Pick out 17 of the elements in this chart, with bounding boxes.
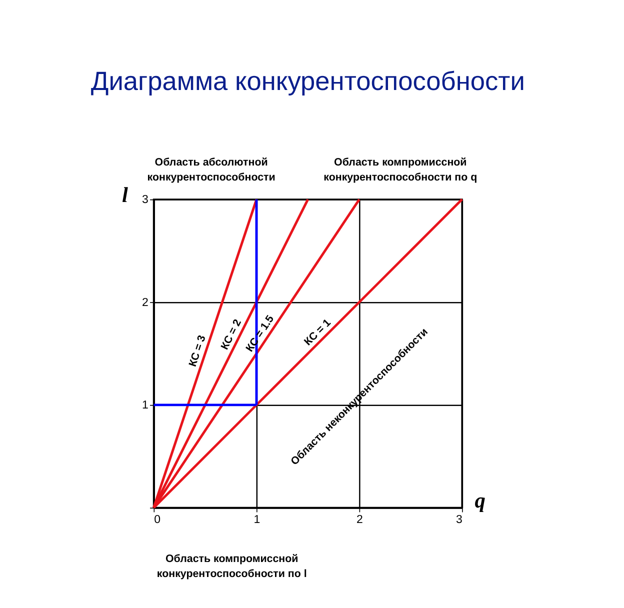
y-axis-title: l (122, 182, 128, 207)
text: Область компромиссной конкурентоспособности по q (324, 156, 478, 184)
text: Область абсолютной конкурентоспособности (147, 156, 276, 184)
y-tick-label: 1 (142, 400, 148, 412)
y-tick-label: 3 (142, 194, 148, 206)
text: Область компромиссной конкурентоспособности по l (156, 552, 307, 580)
chart-title: Диаграмма конкурентоспособности (90, 66, 525, 96)
text: КС = 1.5 (244, 313, 277, 354)
x-tick-label: 3 (456, 514, 462, 526)
x-tick-label: 2 (356, 514, 363, 526)
y-tick-label: 2 (142, 296, 148, 309)
text: КС = 1 (302, 316, 334, 348)
x-axis-title: q (474, 488, 486, 513)
text: КС = 2 (218, 317, 244, 352)
x-tick-label: 1 (254, 514, 260, 526)
x-tick-label: 0 (154, 514, 161, 526)
text: КС = 3 (186, 334, 208, 368)
